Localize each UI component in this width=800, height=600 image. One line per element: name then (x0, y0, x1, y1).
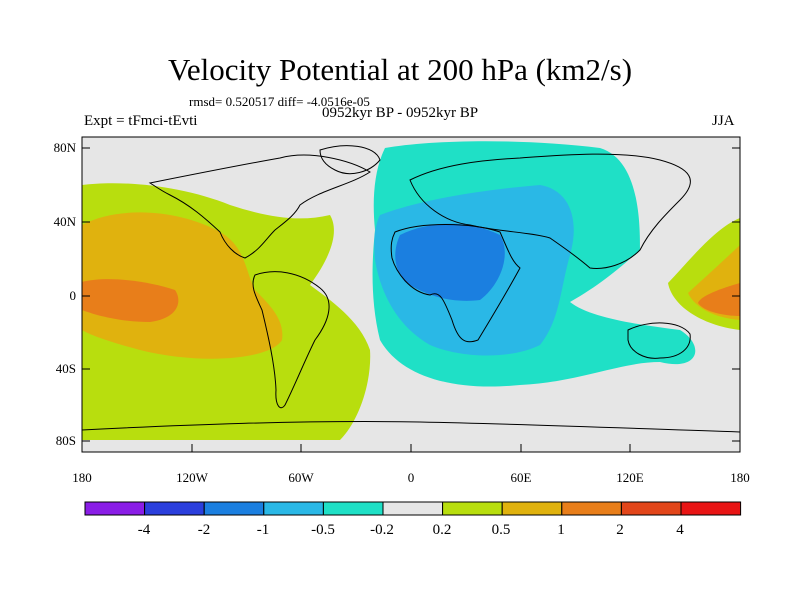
colorbar-box (263, 501, 324, 516)
region-positive-0.5 (82, 212, 283, 359)
colorbar (84, 501, 742, 516)
lat-label-40S: 40S (55, 361, 76, 376)
coastline-north-america (148, 154, 371, 259)
lat-label-0: 0 (69, 288, 77, 303)
colorbar-box (382, 501, 444, 516)
colorbar-label: -0.2 (370, 522, 394, 538)
colorbar-box (561, 501, 622, 516)
colorbar-box (84, 501, 146, 516)
coastline-eurasia (409, 153, 691, 269)
region-positive-east-1 (698, 283, 740, 316)
coastline-australia (627, 322, 691, 359)
lon-label-60W: 60W (288, 470, 314, 485)
colorbar-label: 4 (676, 522, 684, 538)
lon-ticks (81, 444, 741, 452)
colorbar-label: 0.2 (432, 522, 452, 538)
map-title: Velocity Potential at 200 hPa (km2/s) (167, 52, 633, 87)
colorbar-label: 1 (557, 522, 565, 538)
stats-line: rmsd= 0.520517 diff= -4.0516e-05 (189, 94, 370, 109)
lon-label-180W: 180 (72, 470, 92, 485)
lon-label-180E: 180 (730, 470, 750, 485)
region-negative-1 (395, 223, 505, 301)
coastline-south-america (252, 271, 330, 409)
lat-label-80S: 80S (55, 433, 76, 448)
lon-label-0: 0 (407, 470, 415, 485)
colorbar-label: 2 (616, 522, 624, 538)
lat-ticks (82, 147, 740, 442)
experiment-label: Expt = tFmci-tEvti (84, 113, 198, 129)
region-positive-1 (82, 279, 179, 322)
coastline-africa (390, 224, 521, 343)
lon-label-60E: 60E (510, 470, 532, 485)
lon-label-120E: 120E (616, 470, 644, 485)
colorbar-box (501, 501, 563, 516)
colorbar-box (203, 501, 265, 516)
colorbar-box (680, 501, 742, 516)
season-label: JJA (712, 113, 735, 129)
colorbar-box (322, 501, 384, 516)
colorbar-box (144, 501, 205, 516)
coastlines (81, 145, 741, 433)
colorbar-label: -4 (137, 522, 151, 538)
colorbar-label: 0.5 (491, 522, 511, 538)
colorbar-box (620, 501, 682, 516)
period-label: 0952kyr BP - 0952kyr BP (321, 105, 479, 121)
lat-label-80N: 80N (53, 140, 76, 155)
coastline-antarctica (81, 421, 741, 433)
lon-label-120W: 120W (176, 470, 208, 485)
coastline-greenland (319, 145, 381, 175)
colorbar-box (442, 501, 503, 516)
colorbar-label: -2 (197, 522, 211, 538)
lat-label-40N: 40N (53, 214, 76, 229)
colorbar-label: -0.5 (311, 522, 335, 538)
colorbar-label: -1 (256, 522, 270, 538)
